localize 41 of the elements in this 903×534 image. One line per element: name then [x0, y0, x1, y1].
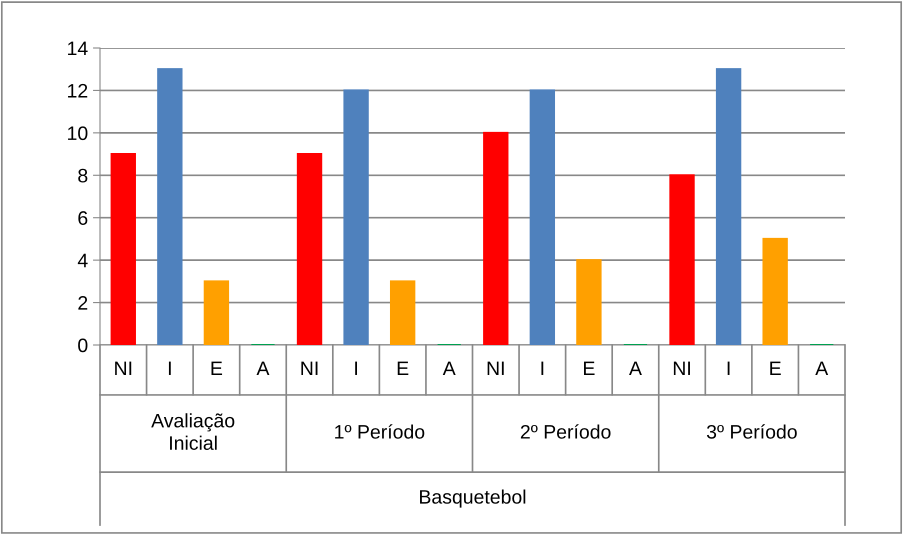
bar — [669, 174, 695, 345]
bar — [390, 280, 416, 345]
text: Avaliação Inicial — [151, 413, 234, 450]
x-tick-label: I — [541, 362, 544, 375]
x-tick-label: E — [584, 362, 595, 375]
bar — [530, 89, 556, 345]
y-tick-label: 14 — [68, 42, 88, 56]
bar — [576, 259, 602, 345]
bar — [110, 153, 136, 345]
x-tick-label: NI — [674, 362, 690, 375]
bar — [483, 132, 508, 345]
y-tick-label: 0 — [78, 338, 88, 352]
bar — [296, 153, 322, 345]
x-tick-label: A — [442, 362, 456, 375]
text: Basquetebol — [420, 489, 526, 508]
y-tick-label: 6 — [78, 211, 88, 225]
x-tick-label: NI — [301, 362, 318, 375]
bar — [157, 68, 183, 345]
y-tick-label: 2 — [78, 296, 88, 310]
x-tick-label: I — [168, 362, 171, 375]
y-tick-label: 4 — [78, 254, 88, 268]
text: 3º Período — [706, 424, 797, 439]
bar — [204, 280, 230, 345]
x-tick-label: I — [728, 362, 730, 375]
y-tick-label: 12 — [68, 84, 88, 98]
x-tick-label: A — [815, 362, 828, 375]
text: 2º Período — [520, 424, 611, 439]
x-tick-label: E — [212, 362, 222, 375]
x-tick-label: NI — [115, 362, 132, 375]
x-tick-label: I — [355, 362, 357, 375]
y-tick-label: 10 — [68, 126, 88, 140]
y-tick-label: 8 — [78, 168, 88, 183]
x-tick-label: NI — [488, 362, 504, 375]
x-tick-label: A — [629, 362, 642, 375]
x-tick-label: E — [770, 362, 781, 375]
text: 1º Período — [335, 424, 424, 439]
x-tick-label: E — [398, 362, 408, 375]
bar — [716, 68, 742, 345]
bar — [762, 238, 788, 345]
x-tick-label: A — [256, 362, 270, 375]
bar — [343, 89, 369, 345]
